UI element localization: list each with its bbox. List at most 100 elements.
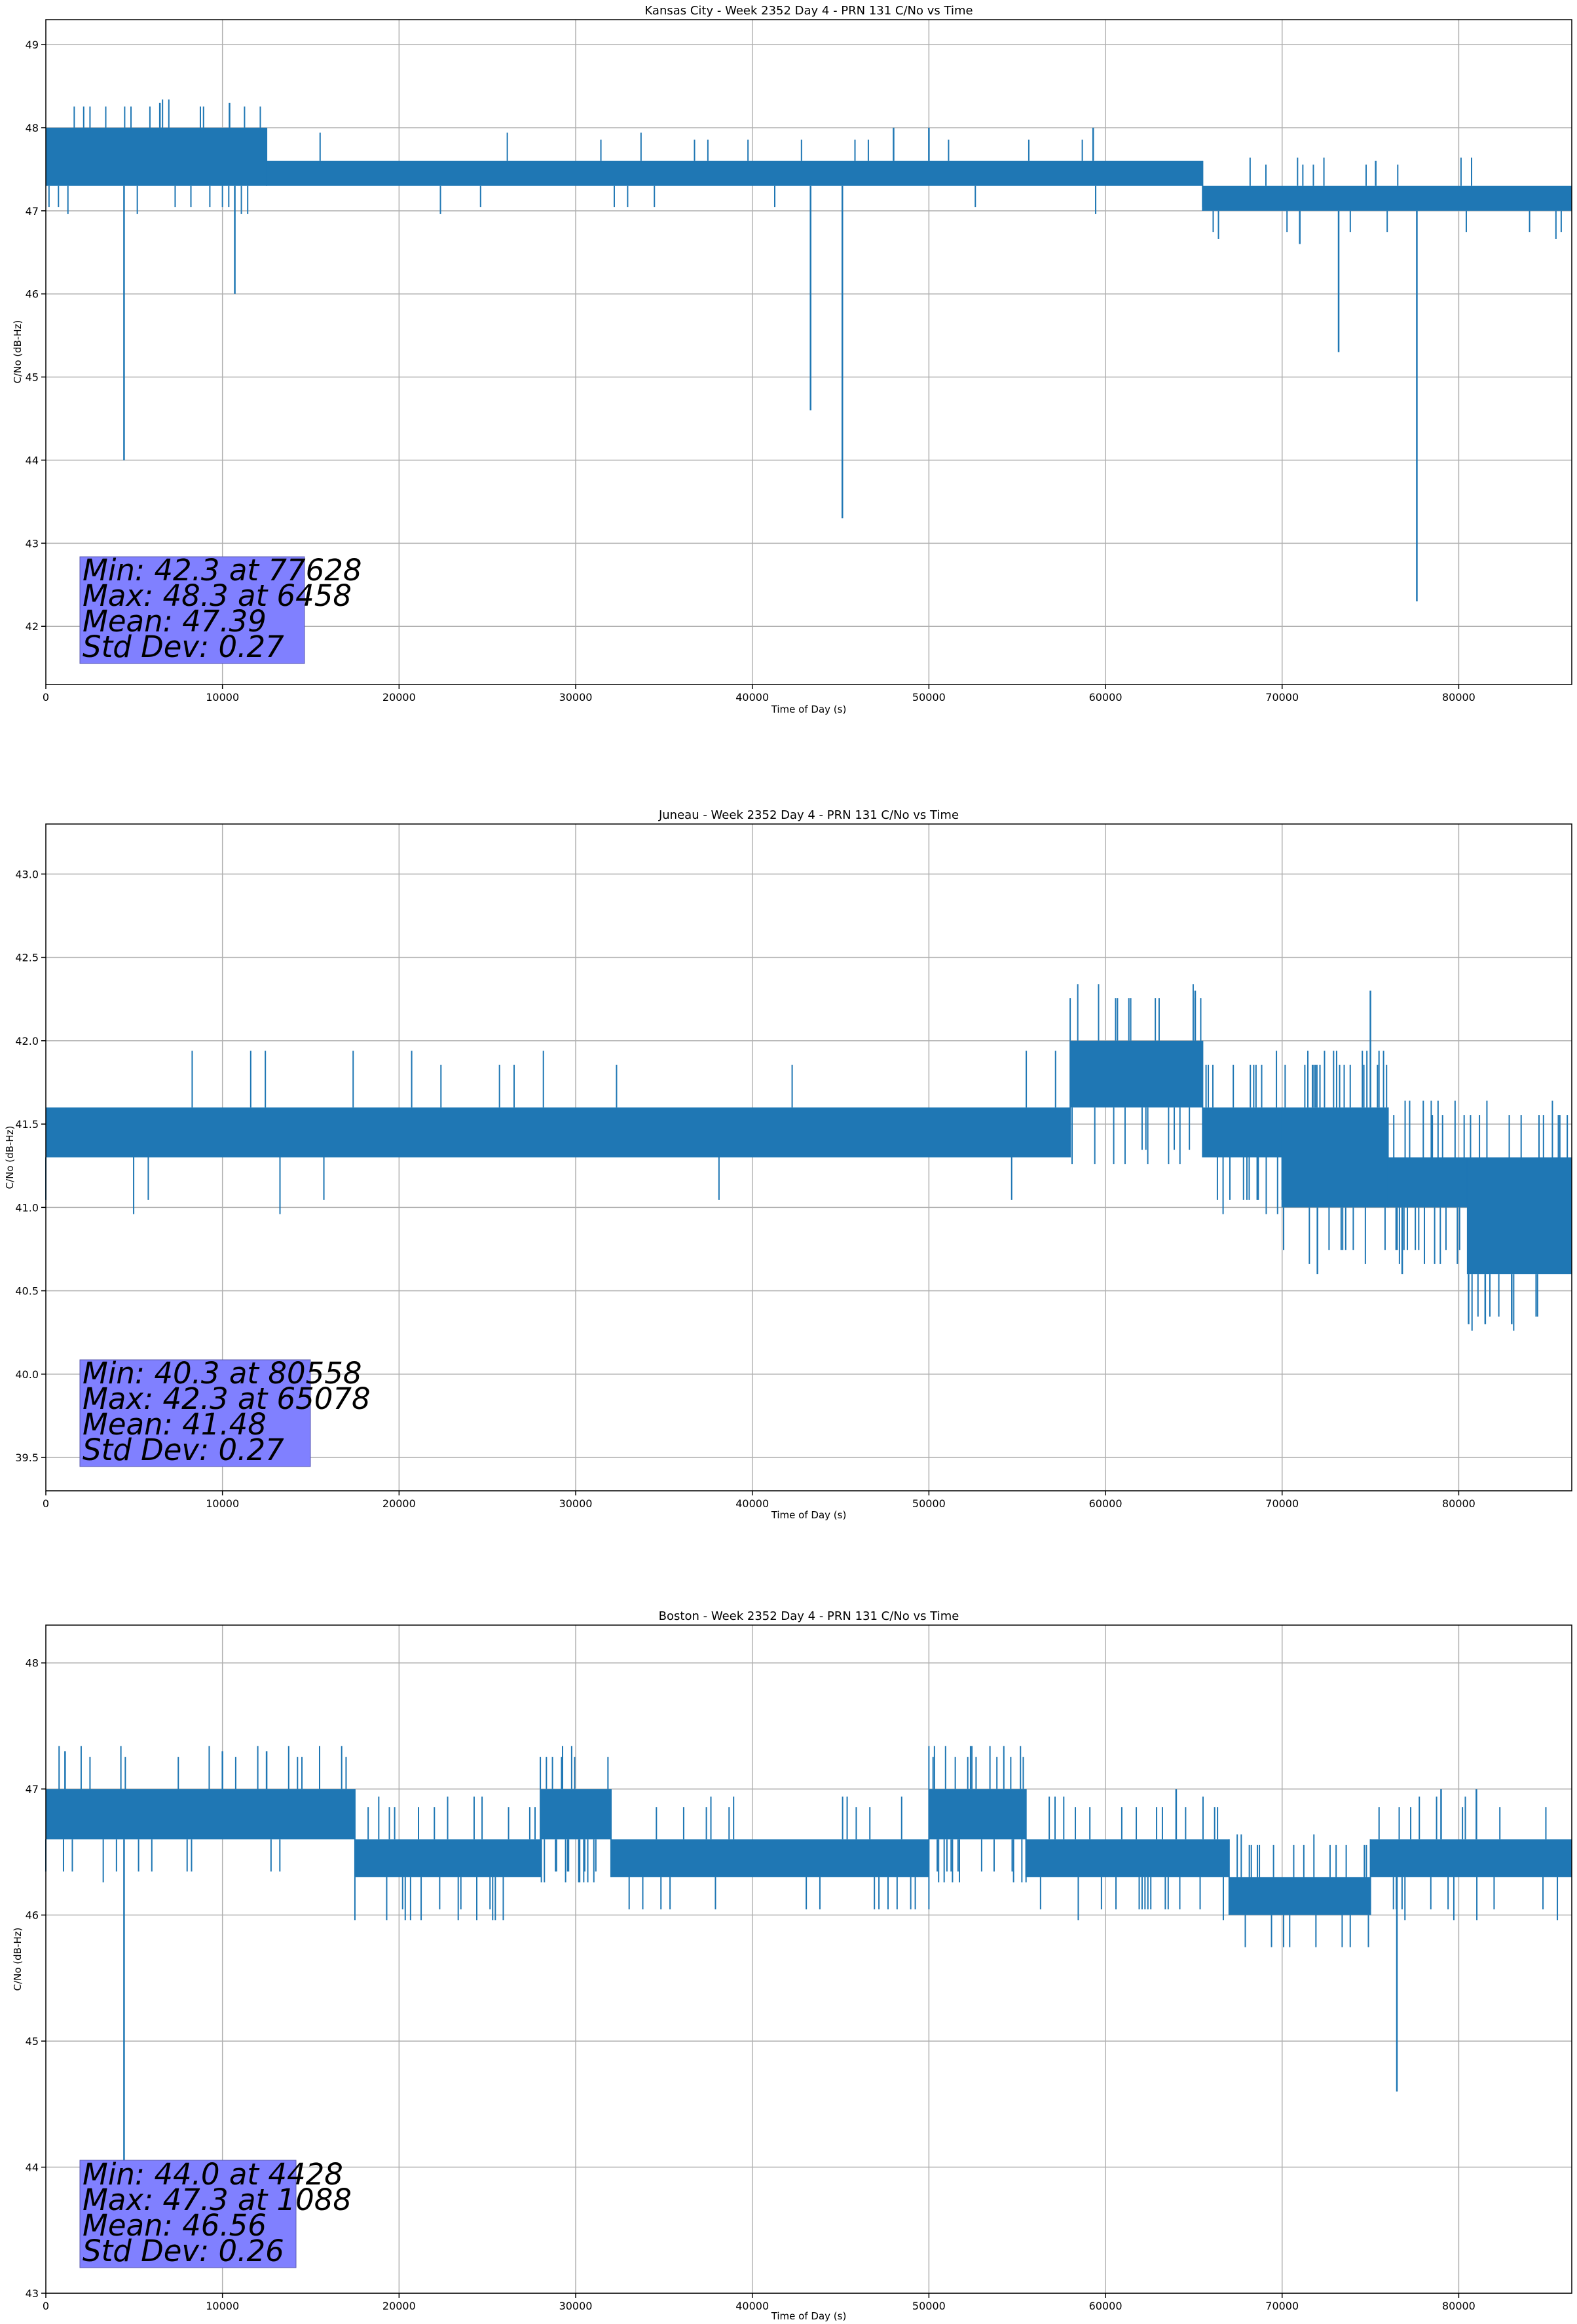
series-band-segment [1026, 1839, 1229, 1877]
stats-mean: Mean: 47.39 [83, 604, 267, 639]
series-band-segment [354, 1839, 541, 1877]
x-axis-label: Time of Day (s) [771, 1509, 847, 1521]
stats-box-background [79, 556, 305, 664]
series-band-segment [46, 1107, 1071, 1157]
x-axis-label: Time of Day (s) [771, 703, 847, 715]
x-tick-label: 40000 [735, 1497, 769, 1510]
x-tick-label: 40000 [735, 691, 769, 703]
plot-frame [45, 1624, 1572, 2294]
x-tick-label: 70000 [1265, 2300, 1299, 2312]
x-tick-label: 70000 [1265, 1497, 1299, 1510]
series-band-segment [1370, 1839, 1572, 1877]
x-tick-label: 10000 [206, 691, 239, 703]
x-tick-label: 80000 [1442, 2300, 1475, 2312]
y-axis-label: C/No (dB-Hz) [4, 1126, 16, 1190]
y-tick-label: 44 [26, 454, 39, 466]
x-axis-label: Time of Day (s) [771, 2310, 847, 2322]
series-band-segment [267, 160, 1203, 186]
x-tick-label: 10000 [206, 2300, 239, 2312]
stats-std-dev: Std Dev: 0.26 [83, 2234, 284, 2268]
x-tick-label: 50000 [912, 2300, 946, 2312]
stats-min: Min: 44.0 at 4428 [83, 2157, 343, 2192]
y-axis-ticks: 42 43 44 45 46 47 48 49 [26, 39, 46, 633]
x-tick-label: 40000 [735, 2300, 769, 2312]
chart-juneau: Juneau - Week 2352 Day 4 - PRN 131 C/No … [4, 808, 1572, 1521]
stats-max: Max: 48.3 at 6458 [83, 578, 352, 613]
series-band-segment [929, 1789, 1026, 1840]
chart-title: Juneau - Week 2352 Day 4 - PRN 131 C/No … [658, 808, 959, 822]
plot-frame-border [45, 1624, 1572, 2294]
plot-frame-border [45, 823, 1572, 1491]
x-tick-label: 30000 [559, 691, 593, 703]
plot-frame [45, 823, 1572, 1491]
series-band-segment [1202, 1107, 1282, 1157]
y-axis-label: C/No (dB-Hz) [12, 320, 24, 384]
x-axis-ticks: 0 10000 20000 30000 40000 50000 60000 70000 8000… [43, 1491, 1475, 1510]
y-tick-label: 40.0 [15, 1368, 39, 1381]
stats-std-dev: Std Dev: 0.27 [83, 629, 284, 664]
stats-box: Min: 44.0 at 4428 Max: 47.3 at 1088 Mean… [79, 2157, 352, 2268]
y-axis-label: C/No (dB-Hz) [12, 1928, 24, 1991]
y-tick-label: 47 [26, 205, 39, 217]
stats-max: Max: 42.3 at 65078 [83, 1381, 371, 1416]
stats-max: Max: 47.3 at 1088 [83, 2183, 352, 2217]
series-band-segment [610, 1839, 929, 1877]
stats-mean: Mean: 41.48 [83, 1407, 267, 1442]
series-band-segment [1070, 1040, 1203, 1108]
chart-title: Boston - Week 2352 Day 4 - PRN 131 C/No … [659, 1609, 959, 1623]
x-axis-ticks: 0 10000 20000 30000 40000 50000 60000 70000 8000… [43, 684, 1475, 703]
series-band-segment [1388, 1157, 1468, 1208]
x-tick-label: 50000 [912, 691, 946, 703]
y-tick-label: 41.0 [15, 1201, 39, 1214]
x-tick-label: 70000 [1265, 691, 1299, 703]
chart-boston: Boston - Week 2352 Day 4 - PRN 131 C/No … [12, 1609, 1572, 2322]
y-tick-label: 47 [26, 1783, 39, 1795]
y-tick-label: 46 [26, 1909, 39, 1922]
chart-kansas-city: Kansas City - Week 2352 Day 4 - PRN 131 … [12, 4, 1572, 715]
stats-box: Min: 42.3 at 77628 Max: 48.3 at 6458 Mea… [79, 553, 362, 664]
y-tick-label: 45 [26, 371, 39, 384]
x-axis-ticks: 0 10000 20000 30000 40000 50000 60000 70000 8000… [43, 2293, 1475, 2312]
stats-box-background [79, 1359, 311, 1467]
y-axis-ticks: 43 44 45 46 47 48 [26, 1657, 46, 2300]
series-band-segment [540, 1789, 611, 1840]
y-tick-label: 44 [26, 2162, 39, 2174]
series-band-segment [46, 1789, 355, 1840]
y-tick-label: 40.5 [15, 1285, 39, 1298]
data-series [46, 99, 1572, 602]
y-tick-label: 42.5 [15, 952, 39, 964]
x-tick-label: 80000 [1442, 1497, 1475, 1510]
series-band-segment [1202, 185, 1572, 211]
x-tick-label: 20000 [382, 691, 416, 703]
x-tick-label: 50000 [912, 1497, 946, 1510]
series-band-segment [1229, 1877, 1371, 1915]
x-tick-label: 10000 [206, 1497, 239, 1510]
stats-min: Min: 42.3 at 77628 [83, 553, 362, 588]
x-tick-label: 0 [43, 1497, 49, 1510]
y-tick-label: 48 [26, 122, 39, 134]
plot-frame-border [45, 19, 1572, 685]
x-tick-label: 60000 [1089, 2300, 1122, 2312]
y-tick-label: 39.5 [15, 1452, 39, 1464]
x-tick-label: 0 [43, 2300, 49, 2312]
stats-mean: Mean: 46.56 [83, 2208, 267, 2243]
y-tick-label: 41.5 [15, 1118, 39, 1131]
data-series [45, 1746, 1572, 2167]
x-tick-label: 30000 [559, 1497, 593, 1510]
series-band-segment [46, 127, 267, 186]
stats-min: Min: 40.3 at 80558 [83, 1356, 362, 1391]
y-tick-label: 42.0 [15, 1035, 39, 1047]
x-tick-label: 0 [43, 691, 49, 703]
series-band-segment [1467, 1157, 1572, 1275]
x-tick-label: 30000 [559, 2300, 593, 2312]
x-tick-label: 20000 [382, 2300, 416, 2312]
plot-frame [45, 19, 1572, 685]
x-tick-label: 60000 [1089, 1497, 1122, 1510]
series-band-segment [1282, 1107, 1388, 1208]
stats-box-background [79, 2160, 297, 2268]
y-tick-label: 43 [26, 537, 39, 550]
y-tick-label: 48 [26, 1657, 39, 1670]
y-tick-label: 46 [26, 288, 39, 301]
chart-title: Kansas City - Week 2352 Day 4 - PRN 131 … [644, 4, 973, 18]
y-tick-label: 49 [26, 39, 39, 51]
